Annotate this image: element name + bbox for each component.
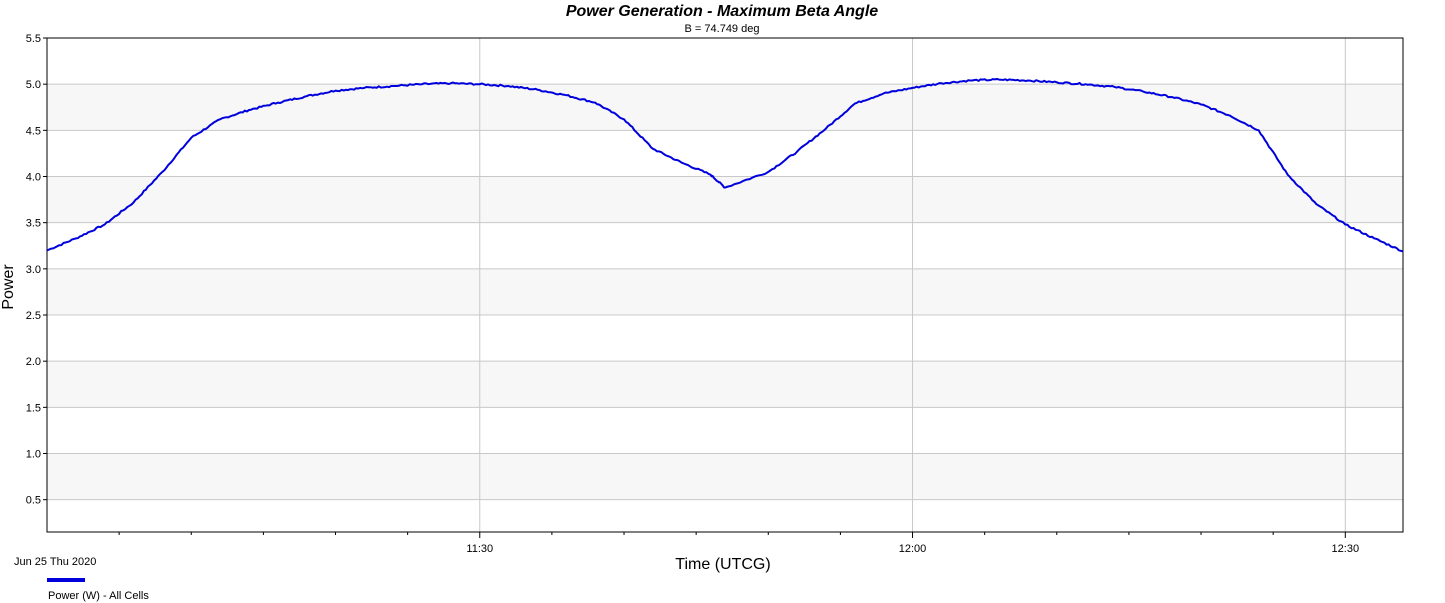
y-tick-label: 1.5	[26, 402, 41, 414]
plot-bands	[47, 84, 1403, 500]
x-axis-label: Time (UTCG)	[675, 556, 770, 573]
x-tick-label: 12:00	[899, 543, 927, 555]
y-tick-label: 5.5	[26, 33, 41, 45]
plot-band	[47, 268, 1403, 316]
plot-band	[47, 84, 1403, 131]
chart-title: Power Generation - Maximum Beta Angle	[566, 3, 878, 20]
plot-band	[47, 361, 1403, 408]
y-tick-label: 4.5	[26, 125, 41, 137]
y-tick-label: 2.0	[26, 356, 41, 368]
y-tick-label: 3.0	[26, 264, 41, 276]
y-axis-label: Power	[0, 264, 17, 310]
y-tick-label: 3.5	[26, 218, 41, 230]
plot-band	[47, 176, 1403, 223]
plot-frame	[46, 37, 1404, 533]
x-axis: 11:30 12:00 12:30	[118, 532, 1360, 555]
legend-swatch	[47, 578, 85, 582]
x-tick-label: 11:30	[466, 543, 493, 555]
series-line-power	[46, 78, 1404, 253]
y-axis: 0.5 1.0 1.5 2.0 2.5 3.0 3.5 4.0 4.5 5.0 5.5	[26, 33, 47, 507]
date-label: Jun 25 Thu 2020	[14, 556, 96, 568]
x-tick-label: 12:30	[1332, 543, 1360, 555]
y-tick-label: 5.0	[26, 79, 41, 91]
plot-band	[47, 453, 1403, 500]
y-tick-label: 4.0	[26, 172, 41, 184]
chart-subtitle: B = 74.749 deg	[685, 23, 760, 35]
legend-entry: Power (W) - All Cells	[48, 590, 149, 602]
y-tick-label: 1.0	[26, 449, 41, 461]
y-tick-label: 2.5	[26, 310, 41, 322]
y-tick-label: 0.5	[26, 495, 41, 507]
